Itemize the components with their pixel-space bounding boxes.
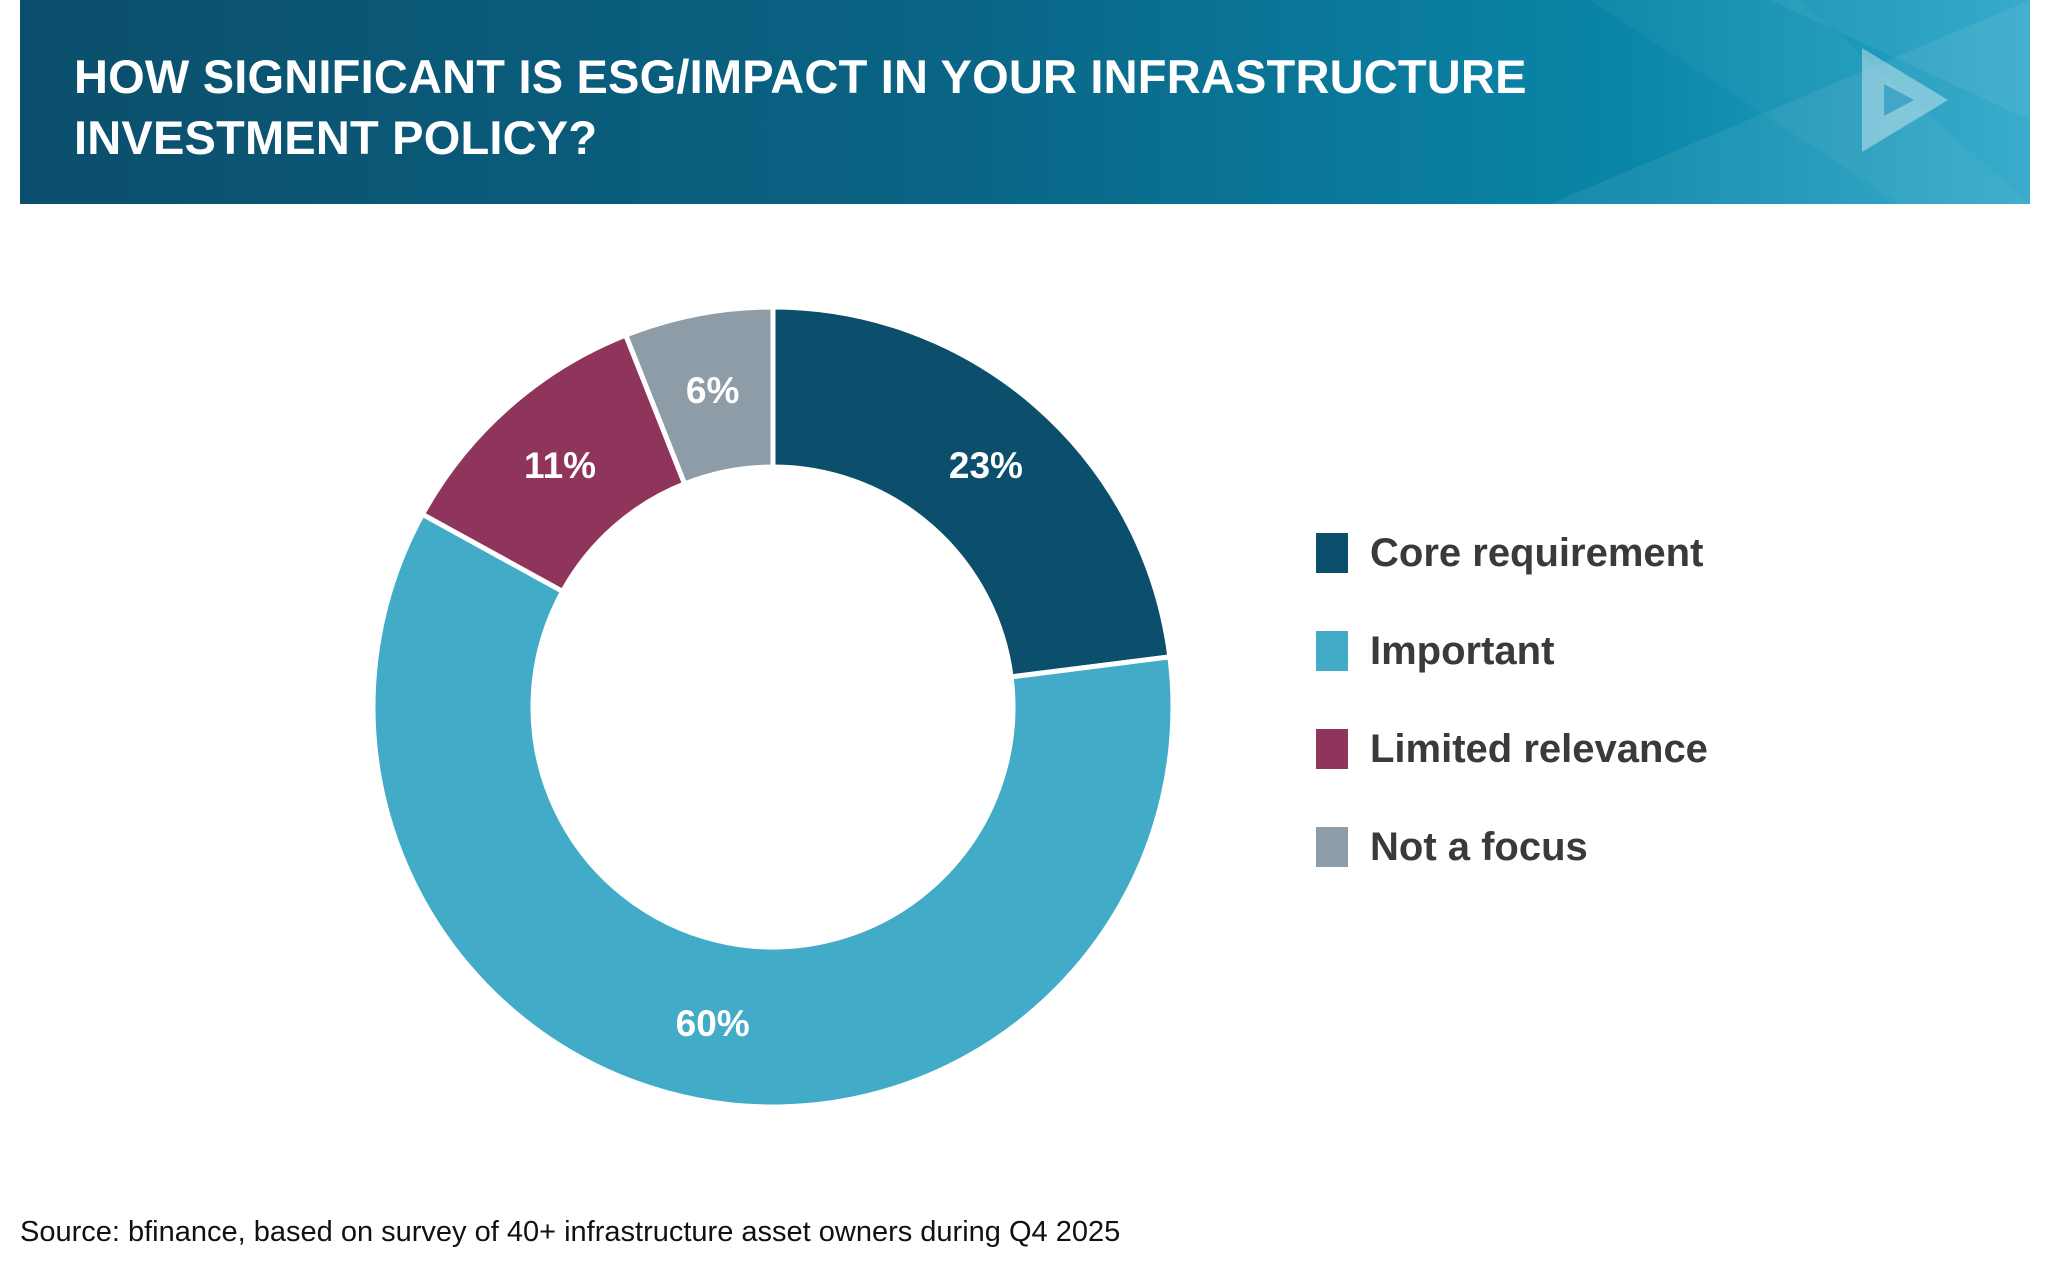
legend-swatch	[1316, 533, 1348, 573]
legend-label: Important	[1370, 629, 1555, 673]
slice-label-not-a-focus: 6%	[686, 370, 739, 411]
slice-label-important: 60%	[676, 1003, 750, 1044]
legend-swatch	[1316, 827, 1348, 867]
legend-label: Limited relevance	[1370, 727, 1708, 771]
play-triangle-icon	[1862, 48, 1948, 152]
chart-title-line-1: HOW SIGNIFICANT IS ESG/IMPACT IN YOUR IN…	[74, 50, 1527, 103]
slice-label-limited-relevance: 11%	[524, 445, 596, 486]
header-decoration	[1550, 0, 2030, 204]
chart-title: HOW SIGNIFICANT IS ESG/IMPACT IN YOUR IN…	[74, 46, 1774, 168]
donut-slice-important	[370, 510, 1176, 1110]
header-banner: HOW SIGNIFICANT IS ESG/IMPACT IN YOUR IN…	[20, 0, 2030, 204]
chart-title-line-2: INVESTMENT POLICY?	[74, 111, 598, 164]
source-note: Source: bfinance, based on survey of 40+…	[20, 1216, 1121, 1248]
legend-label: Not a focus	[1370, 825, 1588, 869]
donut-slice-core-requirement	[770, 304, 1173, 680]
donut-slice-not-a-focus	[622, 304, 776, 488]
legend-swatch	[1316, 631, 1348, 671]
legend-swatch	[1316, 729, 1348, 769]
legend-label: Core requirement	[1370, 531, 1704, 575]
slice-label-core-requirement: 23%	[949, 445, 1023, 486]
